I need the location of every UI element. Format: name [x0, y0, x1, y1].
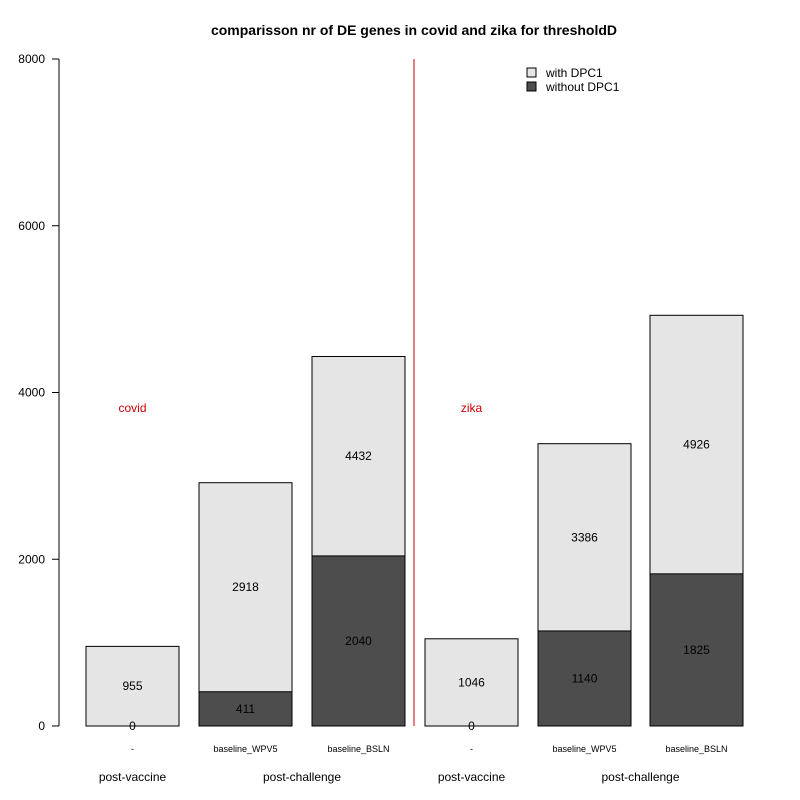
x-tick-label: - [470, 744, 473, 754]
group-labels: post-vaccine post-challenge post-vaccine po… [99, 770, 680, 784]
group-label: post-vaccine [99, 770, 167, 784]
data-label-with-dpc1: 4926 [683, 438, 710, 452]
x-tick-label: - [131, 744, 134, 754]
bar-with-dpc1 [85, 645, 180, 727]
data-label-with-dpc1: 4432 [345, 449, 372, 463]
chart-title: comparisson nr of DE genes in covid and … [211, 22, 617, 38]
legend-swatch [526, 67, 537, 78]
x-tick-label: baseline_WPV5 [213, 744, 277, 754]
data-label-with-dpc1: 955 [122, 679, 142, 693]
legend-swatch [526, 81, 537, 92]
data-label-with-dpc1: 3386 [571, 530, 598, 544]
group-label: post-challenge [601, 770, 679, 784]
panel-label: zika [461, 401, 483, 415]
data-label-without-dpc1: 2040 [345, 634, 372, 648]
x-tick-label: baseline_BSLN [327, 744, 389, 754]
bar-without-dpc1 [537, 630, 632, 727]
y-tick-label: 2000 [18, 552, 45, 566]
x-tick-label: baseline_WPV5 [552, 744, 616, 754]
data-label-without-dpc1: 1140 [572, 671, 598, 685]
legend-label: with DPC1 [545, 66, 603, 80]
group-label: post-vaccine [438, 770, 506, 784]
bars: 955 0 2918 411 4432 2040 1046 0 3386 1140 4926 1825 [85, 314, 744, 733]
panel-label: covid [118, 401, 146, 415]
x-tick-labels: - baseline_WPV5 baseline_BSLN - baseline_WPV… [131, 744, 728, 754]
data-label-without-dpc1: 1825 [683, 643, 710, 657]
x-tick-label: baseline_BSLN [665, 744, 727, 754]
data-label-with-dpc1: 2918 [232, 580, 259, 594]
data-label-with-dpc1: 1046 [458, 675, 485, 689]
y-tick-label: 4000 [18, 386, 45, 400]
legend-label: without DPC1 [545, 80, 620, 94]
bar-with-dpc1 [424, 638, 519, 727]
bar-without-dpc1 [649, 573, 744, 727]
y-axis: 0 2000 4000 6000 8000 [18, 52, 60, 733]
bar-without-dpc1 [198, 691, 293, 727]
data-label-without-dpc1: 411 [236, 702, 255, 716]
bar-with-dpc1 [198, 482, 293, 727]
bar-without-dpc1 [311, 555, 406, 727]
y-tick-label: 6000 [18, 219, 45, 233]
data-label-without-dpc1: 0 [129, 719, 136, 733]
panel-labels: covid zika [118, 401, 482, 415]
group-label: post-challenge [263, 770, 341, 784]
y-tick-label: 0 [38, 719, 45, 733]
data-label-without-dpc1: 0 [468, 719, 475, 733]
y-tick-label: 8000 [18, 52, 45, 66]
